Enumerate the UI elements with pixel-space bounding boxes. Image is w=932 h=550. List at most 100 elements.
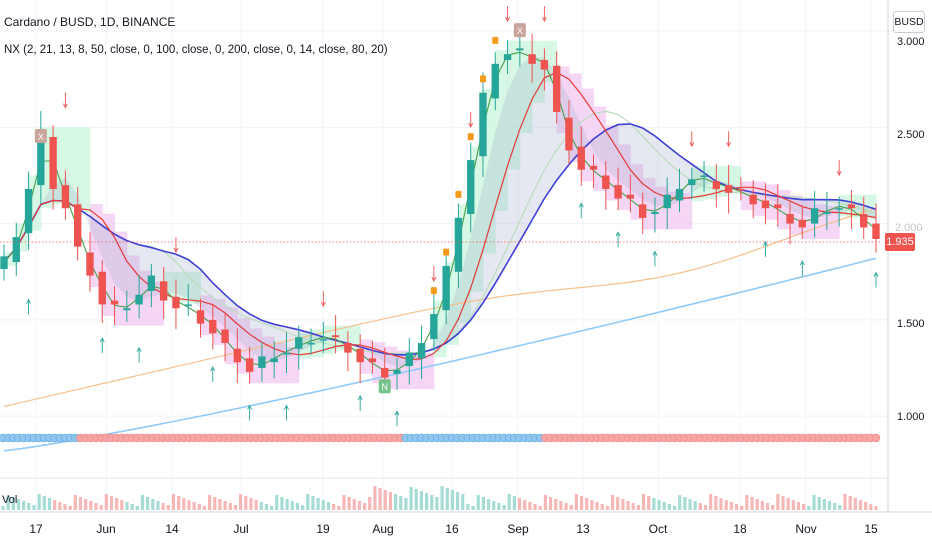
signal-marker-box [378, 379, 391, 394]
volume-bar [290, 501, 294, 510]
x-tick-label: 19 [316, 522, 330, 536]
volume-bar [678, 495, 682, 510]
candle-body [614, 185, 622, 199]
candle-body [479, 92, 487, 157]
volume-bar [631, 503, 635, 510]
candle-body [110, 300, 119, 305]
x-tick-label: Jul [233, 522, 249, 536]
volume-bar [714, 496, 718, 510]
sell-arrow-head [468, 122, 474, 128]
candle-body [651, 212, 659, 214]
volume-bar [517, 498, 522, 510]
volume-bar [332, 504, 336, 510]
volume-bar [125, 502, 129, 510]
volume-bar [657, 500, 661, 510]
candle-body [233, 348, 242, 363]
volume-bar [848, 496, 852, 510]
volume-bar [254, 500, 258, 510]
chart-title: Cardano / BUSD, 1D, BINANCE [4, 15, 176, 29]
symbol-badge[interactable]: BUSD [893, 11, 925, 33]
indicator-legend[interactable]: NX (2, 21, 13, 8, 50, close, 0, 100, clo… [4, 44, 388, 56]
x-tick-label: 18 [733, 522, 747, 536]
chart-grid [0, 0, 888, 512]
volume-bar [755, 499, 759, 510]
volume-bar [270, 506, 274, 510]
volume-bar [16, 499, 21, 510]
volume-bar [667, 504, 671, 510]
volume-bar [275, 495, 279, 510]
volume-bar [585, 498, 589, 510]
volume-bar [11, 497, 15, 510]
volume-bar [455, 492, 460, 510]
volume-bar [140, 495, 145, 510]
candlesticks [0, 31, 880, 392]
volume-bar [368, 497, 372, 510]
y-tick-label: 2.500 [897, 129, 925, 141]
volume-bar [590, 500, 594, 510]
candle-body [712, 181, 721, 189]
buy-arrow-head [136, 346, 142, 352]
volume-bar [817, 497, 821, 510]
candle-body [368, 358, 377, 363]
breakout-flag [492, 36, 499, 44]
candle-body [331, 335, 340, 338]
volume-bar [564, 503, 568, 510]
volume-bar [445, 488, 449, 510]
volume-bar [161, 503, 165, 510]
x-tick-label: Sep [507, 522, 529, 536]
candle-body [724, 185, 733, 193]
volume-bar [295, 503, 300, 510]
volume-bar [213, 497, 217, 510]
volume-bar [750, 497, 754, 510]
candle-body [135, 294, 143, 305]
volume-bar [130, 504, 134, 510]
candle-body [405, 352, 413, 367]
volume-bar [781, 496, 785, 510]
volume-bar [362, 503, 367, 510]
buy-arrow-head [357, 394, 363, 401]
candle-body [356, 348, 364, 363]
volume-bar [68, 506, 72, 510]
volume-bar [109, 496, 114, 510]
candle-body [172, 296, 180, 309]
volume-bar [523, 500, 527, 510]
breakout-flag [455, 190, 462, 198]
volume-bar [776, 494, 780, 510]
buy-arrow-head [247, 404, 253, 410]
candle-body [0, 256, 8, 270]
candle-body [577, 146, 585, 170]
buy-arrow-head [394, 410, 400, 416]
volume-bar [466, 504, 470, 510]
candle-body [528, 54, 536, 64]
volume-bar [337, 506, 341, 510]
volume-bar [264, 504, 269, 510]
volume-bar [430, 495, 434, 510]
candle-body [258, 356, 266, 368]
volume-bar [791, 500, 795, 510]
candle-body [196, 310, 205, 324]
candle-body [675, 188, 684, 201]
volume-bar [719, 498, 723, 510]
volume-bar [208, 495, 212, 510]
volume-bar [481, 497, 486, 510]
volume-bar [414, 489, 418, 510]
volume-bar [595, 502, 599, 510]
volume-bar [53, 500, 57, 510]
candle-body [319, 339, 328, 341]
volume-bar [146, 497, 150, 510]
candle-body [823, 212, 831, 214]
sell-arrow-head [320, 301, 326, 307]
volume-bar [636, 505, 640, 510]
y-tick-label: 1.000 [897, 411, 925, 423]
sell-arrow-head [505, 16, 510, 23]
volume-bar [559, 501, 563, 510]
breakout-flag [467, 133, 474, 141]
volume-bar [202, 506, 207, 510]
volume-bar [440, 486, 444, 510]
volume-bar [476, 495, 480, 510]
candle-body [454, 217, 463, 272]
x-tick-label: Nov [795, 522, 817, 536]
y-tick-label: 2.000 [895, 222, 923, 234]
candle-body [430, 314, 438, 340]
